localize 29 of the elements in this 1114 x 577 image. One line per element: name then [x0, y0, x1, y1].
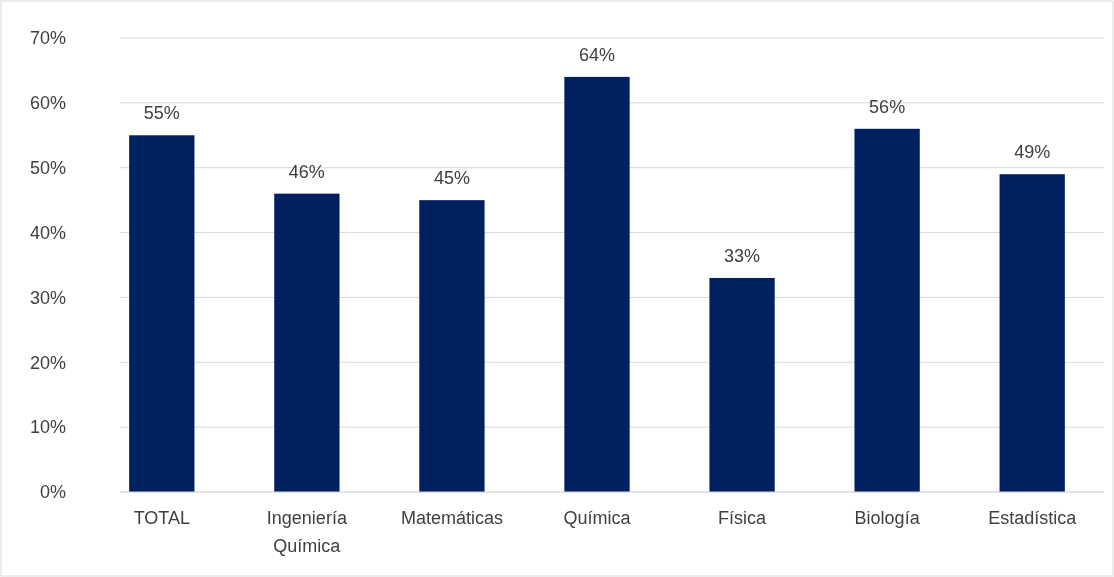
x-tick-label: Estadística [988, 508, 1078, 528]
bar [854, 128, 920, 492]
y-tick-label: 50% [29, 158, 66, 179]
bar [419, 200, 485, 492]
data-label: 56% [869, 96, 906, 117]
x-tick-label: Física [718, 508, 768, 528]
y-tick-label: 60% [29, 93, 66, 114]
x-tick-label: Biología [854, 508, 921, 528]
data-label: 46% [288, 161, 325, 182]
y-tick-label: 0% [39, 482, 66, 503]
bar [564, 76, 630, 492]
data-label: 45% [433, 168, 470, 189]
y-tick-label: 30% [29, 287, 66, 308]
x-tick-label: Ingeniería Química [266, 508, 348, 556]
y-tick-label: 70% [29, 28, 66, 49]
data-label: 33% [724, 245, 761, 266]
x-tick-label: Química [563, 508, 632, 528]
x-tick-label: TOTAL [133, 508, 190, 528]
y-tick-label: 10% [29, 417, 66, 438]
data-label: 64% [578, 44, 616, 65]
data-label: 55% [143, 103, 180, 124]
bar [999, 174, 1065, 492]
bar [129, 135, 195, 492]
y-tick-label: 40% [29, 222, 66, 243]
data-label: 49% [1014, 142, 1051, 163]
bar [274, 193, 340, 492]
x-tick-label: Matemáticas [400, 508, 503, 528]
y-tick-label: 20% [29, 352, 66, 373]
bar [709, 277, 775, 492]
